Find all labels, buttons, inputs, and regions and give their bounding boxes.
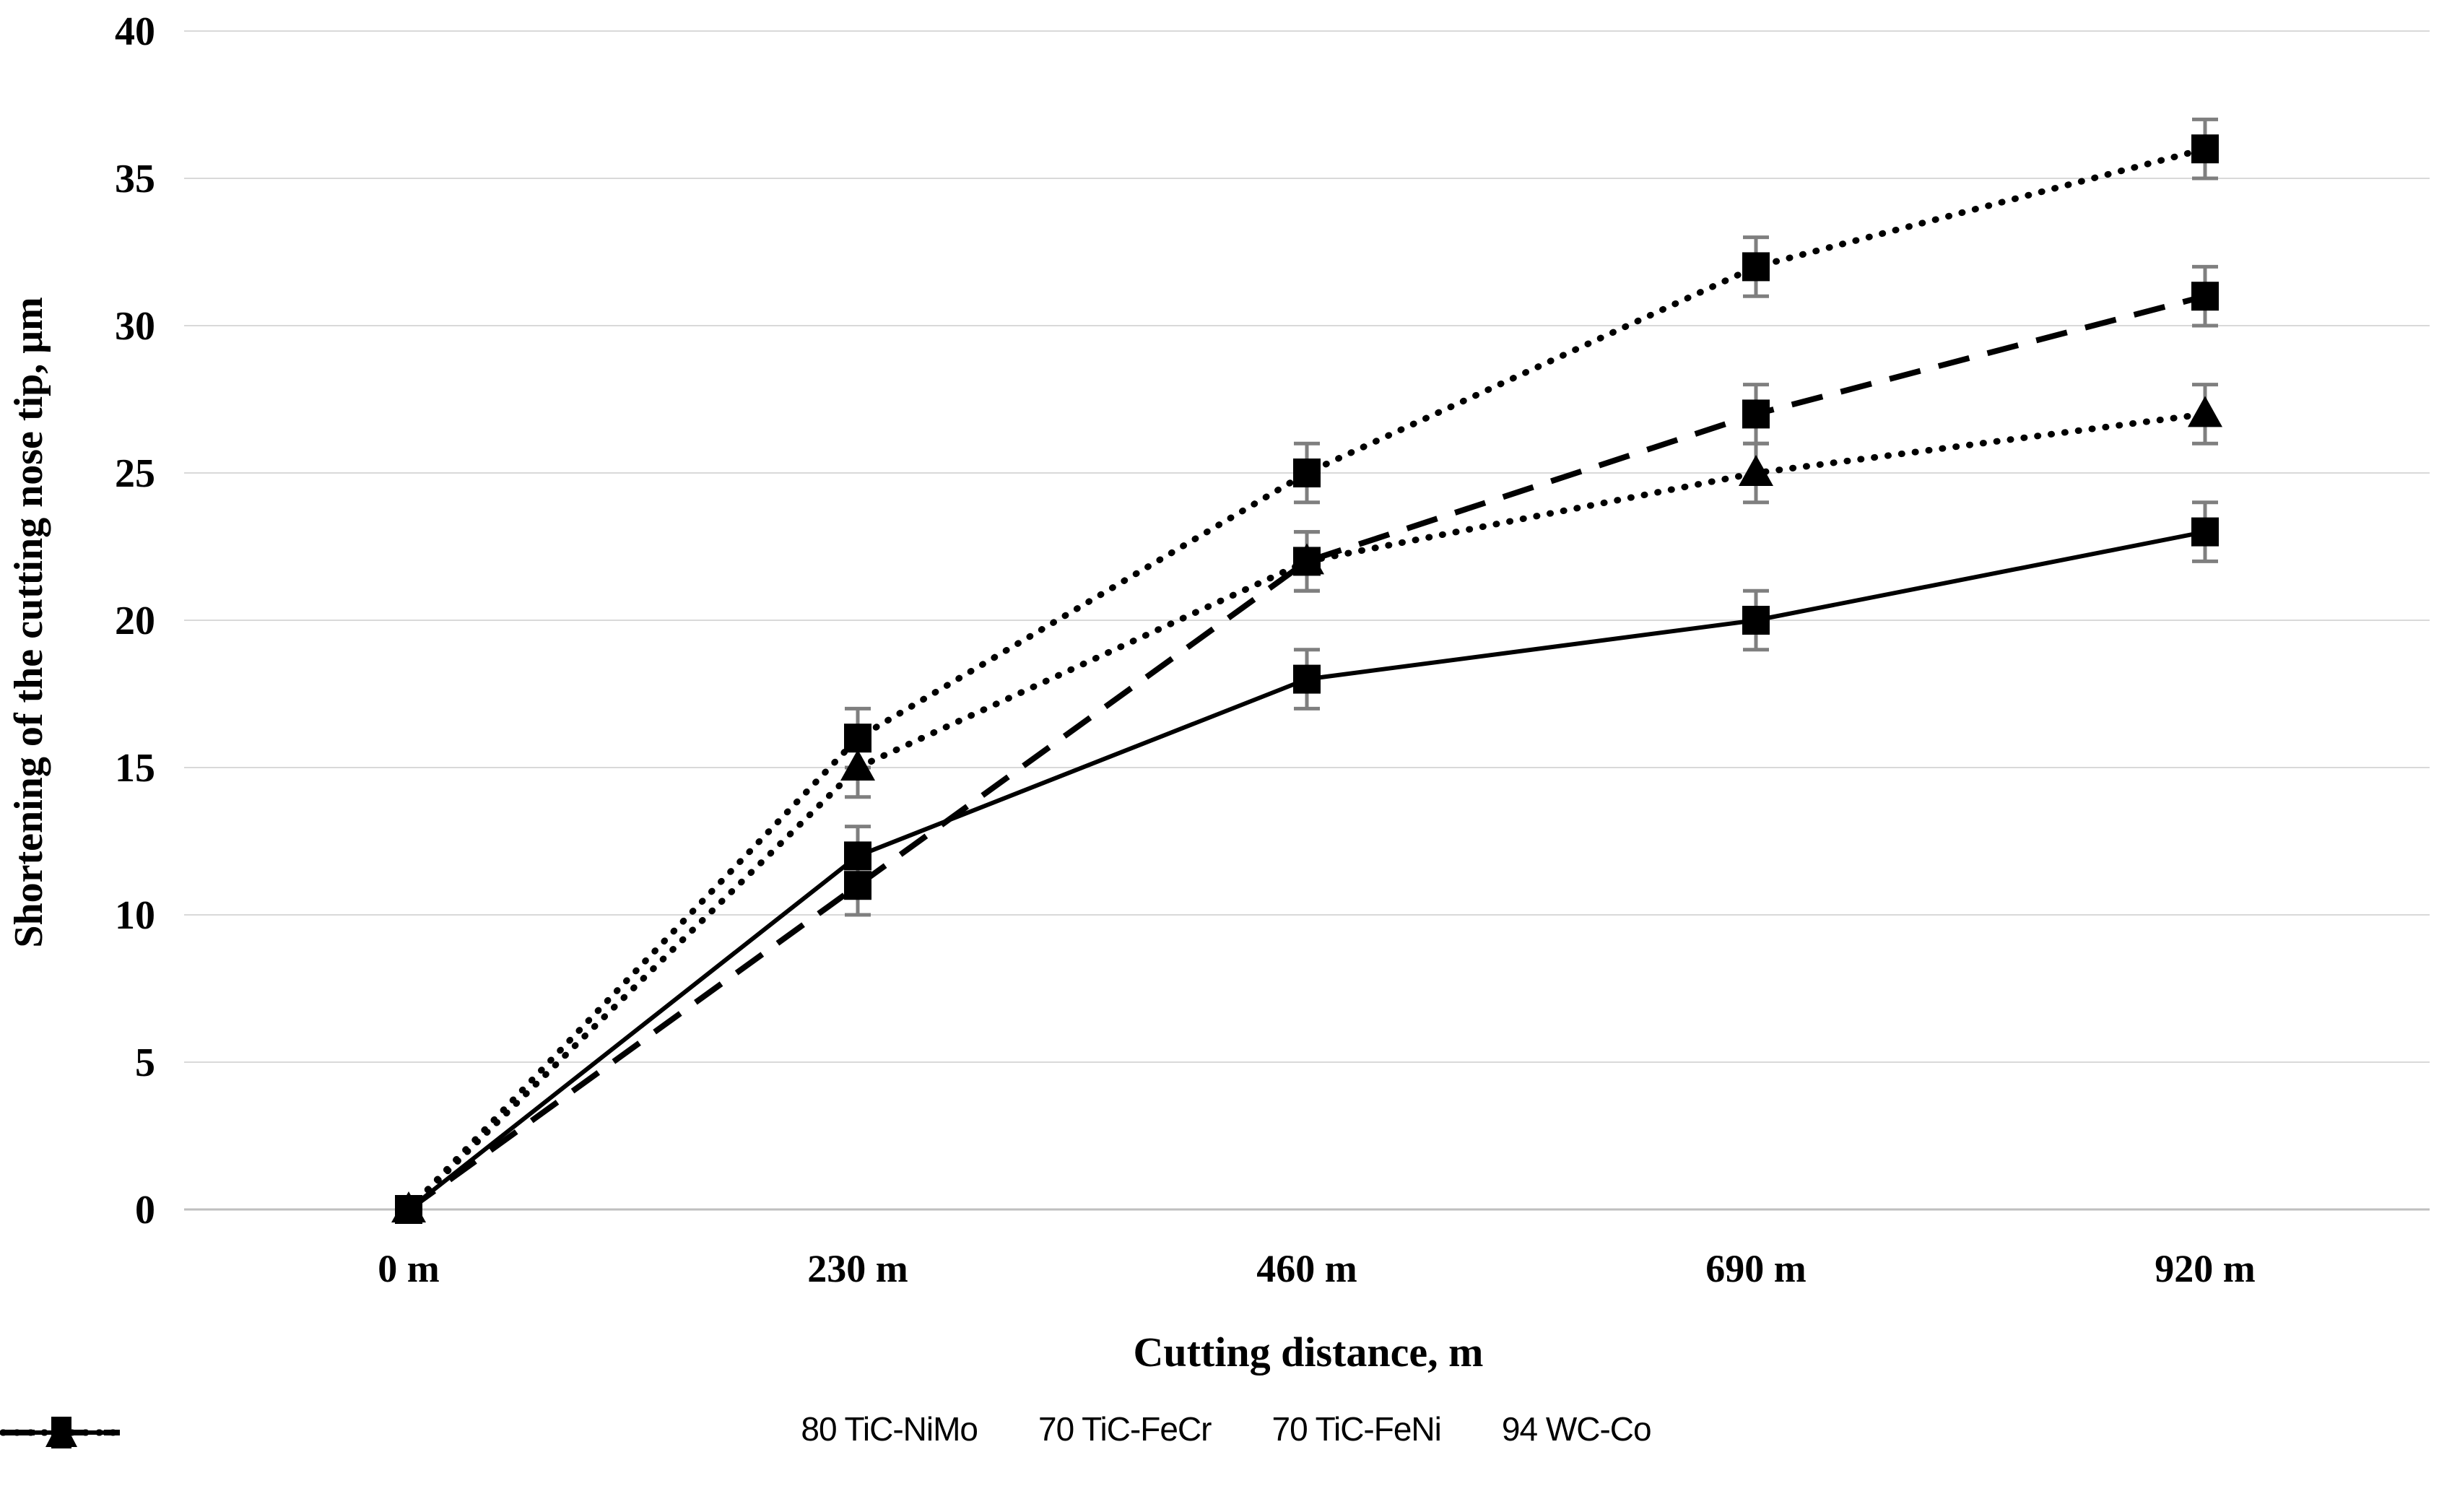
- marker-square-94-wc-co: [1293, 664, 1321, 694]
- x-tick-label: 460 m: [1256, 1247, 1357, 1290]
- y-axis-title: Shortening of the cutting nose tip, μm: [6, 297, 51, 947]
- y-axis-tick-labels: 0 5 10 15 20 25 30 35 40: [115, 9, 155, 1233]
- legend-label: 94 WC-Co: [1501, 1410, 1652, 1448]
- series-markers: [391, 134, 2222, 1224]
- legend-item-80-tic-nimo: 80 TiC-NiMo: [3, 1409, 978, 1448]
- y-tick-label: 15: [115, 746, 155, 791]
- x-axis-title: Cutting distance, m: [1134, 1329, 1484, 1376]
- series-line-70-tic-feni: [405, 145, 2209, 1213]
- x-tick-label: 690 m: [1705, 1247, 1807, 1290]
- marker-square-94-wc-co: [2191, 517, 2219, 547]
- marker-triangle-70-tic-fecr: [2188, 396, 2222, 427]
- marker-square-94-wc-co: [844, 841, 871, 871]
- y-tick-label: 5: [135, 1040, 155, 1085]
- marker-square-70-tic-feni: [2191, 134, 2219, 164]
- marker-square-80-tic-nimo: [1742, 399, 1770, 429]
- marker-square-94-wc-co: [1742, 606, 1770, 635]
- gridlines: [184, 30, 2430, 1211]
- marker-square-80-tic-nimo: [844, 871, 871, 900]
- legend-label: 70 TiC-FeCr: [1038, 1410, 1212, 1448]
- x-tick-label: 230 m: [807, 1247, 908, 1290]
- x-axis-tick-labels: 0 m 230 m 460 m 690 m 920 m: [378, 1247, 2256, 1290]
- legend-marker-square: [51, 1417, 71, 1448]
- y-tick-label: 35: [115, 157, 155, 201]
- series-line-94-wc-co: [407, 529, 2206, 1212]
- legend-label: 70 TiC-FeNi: [1271, 1410, 1441, 1448]
- error-bars: [845, 117, 2218, 917]
- marker-square-70-tic-feni: [844, 724, 871, 753]
- y-tick-label: 0: [135, 1188, 155, 1233]
- y-tick-label: 30: [115, 304, 155, 349]
- legend-item-70-tic-feni: 70 TiC-FeNi: [0, 1409, 1442, 1448]
- series-line-80-tic-nimo: [407, 293, 2207, 1212]
- legend: 80 TiC-NiMo 70 TiC-FeCr 70 TiC-FeNi 94 WC-C…: [0, 1409, 2452, 1448]
- legend-label: 80 TiC-NiMo: [801, 1410, 978, 1448]
- x-tick-label: 920 m: [2155, 1247, 2256, 1290]
- x-tick-label: 0 m: [378, 1247, 440, 1290]
- y-tick-label: 20: [115, 599, 155, 643]
- marker-square-94-wc-co: [395, 1195, 422, 1224]
- marker-triangle-70-tic-fecr: [1739, 455, 1773, 486]
- marker-square-70-tic-feni: [1293, 459, 1321, 487]
- marker-square-70-tic-feni: [1742, 252, 1770, 282]
- y-tick-label: 25: [115, 451, 155, 496]
- marker-square-80-tic-nimo: [2191, 282, 2219, 311]
- y-tick-label: 40: [115, 9, 155, 54]
- legend-item-70-tic-fecr: 70 TiC-FeCr: [0, 1409, 1212, 1448]
- y-tick-label: 10: [115, 893, 155, 938]
- marker-triangle-70-tic-fecr: [840, 750, 875, 781]
- legend-item-94-wc-co: 94 WC-Co: [3, 1409, 1652, 1448]
- legend-swatch-solid-square: [3, 1417, 120, 1448]
- marker-square-80-tic-nimo: [1293, 547, 1321, 576]
